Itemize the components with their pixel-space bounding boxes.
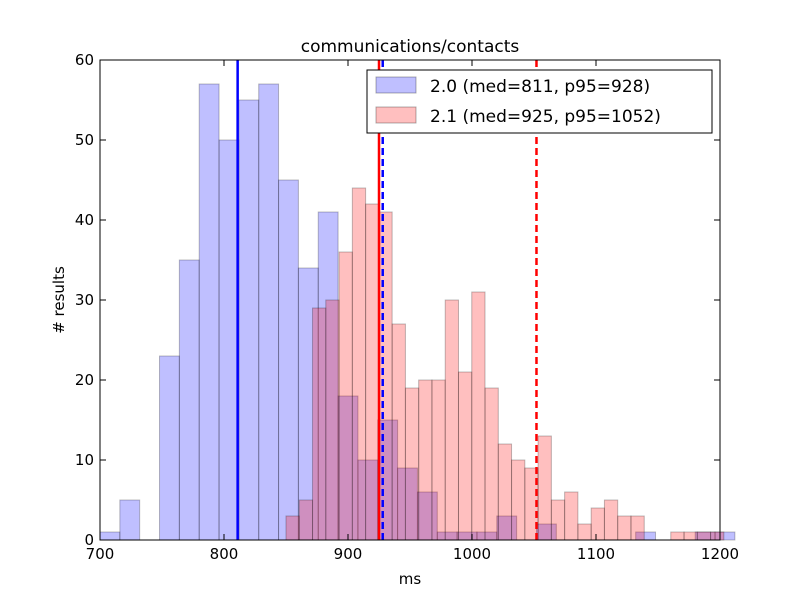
y-tick-label-40: 40	[75, 211, 94, 229]
bar-2-1-20	[550, 499, 566, 541]
legend-label-2-1: 2.1 (med=925, p95=1052)	[430, 107, 661, 127]
bar-2-1-30	[683, 531, 698, 541]
bar-2-1-12	[444, 299, 459, 541]
bar-2-1-26	[630, 515, 645, 541]
bar-2-0-4	[178, 259, 200, 541]
bar-2-0-6	[218, 139, 240, 541]
bar-2-1-17	[511, 459, 526, 541]
bar-2-1-6	[365, 203, 380, 541]
y-tick-label-10: 10	[75, 451, 94, 469]
bar-2-1-7	[378, 211, 393, 541]
median-p95-lines	[236, 60, 538, 540]
series-2-1-bars	[285, 187, 725, 541]
legend-swatch-2-0	[375, 76, 417, 94]
bar-2-1-10	[418, 379, 433, 541]
bar-2-1-16	[497, 443, 513, 541]
bar-2-1-14	[471, 291, 486, 541]
bar-2-1-1	[298, 499, 314, 541]
bar-2-1-25	[617, 515, 632, 541]
bar-2-1-19	[537, 435, 552, 541]
bar-2-1-24	[603, 499, 619, 541]
chart-title: communications/contacts	[301, 37, 520, 57]
bar-2-0-8	[258, 83, 280, 541]
legend-swatch-2-1	[375, 106, 417, 124]
bar-2-0-7	[238, 99, 260, 541]
bar-2-1-3	[325, 299, 340, 541]
x-tick-label-900: 900	[334, 545, 363, 563]
x-tick-label-1100: 1100	[577, 545, 615, 563]
bar-2-0-3	[159, 355, 180, 541]
y-axis-ticks: 0 10 20 30 40 50 60	[75, 51, 720, 549]
bar-2-0-31	[714, 531, 736, 541]
bar-2-1-4	[338, 251, 353, 541]
legend: 2.0 (med=811, p95=928) 2.1 (med=925, p95…	[366, 69, 713, 134]
bar-2-1-2	[312, 307, 327, 541]
legend-box	[366, 69, 713, 134]
series-2-0-bars	[99, 83, 736, 541]
bar-2-1-11	[431, 379, 446, 541]
bar-2-0-9	[278, 179, 299, 541]
bar-2-0-5	[198, 83, 220, 541]
bar-2-1-22	[577, 523, 592, 541]
legend-label-2-0: 2.0 (med=811, p95=928)	[430, 77, 650, 97]
y-tick-label-20: 20	[75, 371, 94, 389]
x-tick-label-1200: 1200	[701, 545, 739, 563]
x-tick-label-700: 700	[86, 545, 115, 563]
x-tick-label-1000: 1000	[453, 545, 491, 563]
bar-2-0-1	[119, 499, 141, 541]
y-tick-label-60: 60	[75, 51, 94, 69]
x-axis-label: ms	[399, 570, 422, 588]
bar-2-1-29	[670, 531, 685, 541]
bar-2-1-32	[710, 531, 725, 541]
y-tick-label-0: 0	[84, 531, 94, 549]
bar-2-1-0	[285, 515, 300, 541]
y-tick-label-30: 30	[75, 291, 94, 309]
bar-2-1-5	[351, 187, 367, 541]
bar-2-1-31	[696, 531, 712, 541]
x-axis-ticks: 700 800 900 1000 1100 1200	[86, 60, 739, 563]
bar-2-1-9	[404, 387, 420, 541]
bar-2-1-23	[590, 507, 605, 541]
bar-2-1-21	[564, 491, 579, 541]
x-tick-label-800: 800	[210, 545, 239, 563]
bar-2-1-15	[484, 387, 499, 541]
y-axis-label: # results	[50, 266, 68, 334]
bar-2-1-13	[457, 371, 473, 541]
bar-2-1-8	[391, 323, 406, 541]
y-tick-label-50: 50	[75, 131, 94, 149]
bar-2-0-0	[99, 531, 121, 541]
